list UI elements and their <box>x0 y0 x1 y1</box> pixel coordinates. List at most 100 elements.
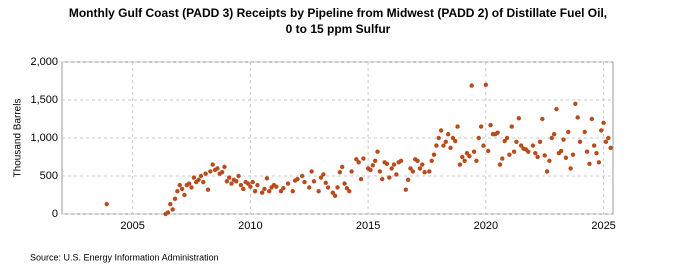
data-point <box>203 171 208 176</box>
y-tick-label: 0 <box>52 208 58 220</box>
data-point <box>533 151 538 156</box>
data-point <box>558 148 564 154</box>
data-point <box>168 201 173 207</box>
y-tick-label: 1,000 <box>30 132 58 144</box>
data-point <box>384 161 390 167</box>
data-point <box>229 181 234 186</box>
data-point <box>387 175 392 180</box>
data-point <box>417 166 423 171</box>
data-point <box>252 189 258 194</box>
data-point <box>172 196 178 201</box>
data-point <box>445 132 451 137</box>
data-point <box>514 139 519 144</box>
data-point <box>354 157 359 162</box>
data-point <box>219 170 225 175</box>
data-point <box>191 175 197 180</box>
data-point <box>205 187 211 192</box>
data-point <box>179 186 185 192</box>
data-point <box>457 162 463 167</box>
data-point <box>474 158 479 163</box>
data-point <box>236 173 241 179</box>
data-point <box>210 162 215 167</box>
data-point <box>476 135 481 141</box>
x-tick-label: 2025 <box>591 220 615 232</box>
x-tick-label: 2005 <box>120 220 144 232</box>
data-point <box>530 143 536 148</box>
data-point <box>196 177 201 182</box>
data-point <box>563 155 569 160</box>
data-point <box>509 124 514 129</box>
data-point <box>570 152 576 157</box>
data-point <box>495 130 500 135</box>
data-point <box>340 164 345 170</box>
data-point <box>591 143 597 148</box>
data-point <box>455 124 460 129</box>
data-point <box>467 154 472 159</box>
data-point <box>165 210 171 215</box>
data-point <box>462 158 467 163</box>
data-point <box>250 179 255 185</box>
data-point <box>601 120 606 126</box>
data-point <box>361 156 366 161</box>
data-point <box>262 186 267 192</box>
data-point <box>403 187 408 192</box>
data-point <box>575 115 580 120</box>
data-point <box>368 167 373 173</box>
data-point <box>285 181 291 186</box>
data-point <box>290 189 295 194</box>
data-point <box>394 172 399 177</box>
data-point <box>511 149 517 154</box>
data-point <box>450 135 456 141</box>
y-tick-label: 1,500 <box>30 94 58 106</box>
data-point <box>201 179 206 185</box>
data-point <box>549 135 554 141</box>
data-point <box>542 153 547 158</box>
data-point <box>323 180 328 186</box>
data-point <box>259 190 265 195</box>
data-point <box>547 158 552 163</box>
data-point <box>248 184 253 189</box>
data-point <box>309 169 314 174</box>
data-point <box>577 139 583 144</box>
data-point <box>170 207 175 212</box>
data-point <box>566 129 571 135</box>
data-point <box>507 152 512 157</box>
data-point <box>342 181 347 186</box>
data-point <box>226 175 232 180</box>
data-point <box>486 148 491 154</box>
data-point <box>215 166 220 171</box>
data-point <box>608 145 613 151</box>
data-point <box>573 101 578 107</box>
data-point <box>408 166 413 171</box>
data-point <box>307 185 312 190</box>
y-tick-label: 2,000 <box>30 56 58 68</box>
data-point <box>389 166 394 171</box>
data-point <box>483 82 489 88</box>
data-point <box>255 182 260 188</box>
data-point <box>316 189 321 194</box>
data-point <box>441 143 446 148</box>
x-tick-label: 2020 <box>474 220 498 232</box>
data-point <box>481 143 486 148</box>
data-point <box>349 169 354 174</box>
data-point <box>551 132 557 137</box>
data-point <box>596 160 602 165</box>
data-point <box>448 145 453 151</box>
source-note: Source: U.S. Energy Information Administ… <box>30 252 219 262</box>
data-point <box>375 149 380 154</box>
data-point <box>526 149 531 154</box>
data-point <box>177 182 182 188</box>
data-point <box>224 179 230 184</box>
data-point <box>500 156 505 161</box>
data-point <box>410 169 416 174</box>
data-point <box>582 129 587 135</box>
data-point <box>603 139 609 144</box>
data-point <box>471 149 477 154</box>
data-point <box>544 169 550 174</box>
data-point <box>377 169 383 174</box>
data-point <box>438 128 444 133</box>
data-point <box>434 143 439 148</box>
data-point <box>175 189 180 194</box>
data-point <box>295 176 300 182</box>
data-point <box>347 189 352 194</box>
